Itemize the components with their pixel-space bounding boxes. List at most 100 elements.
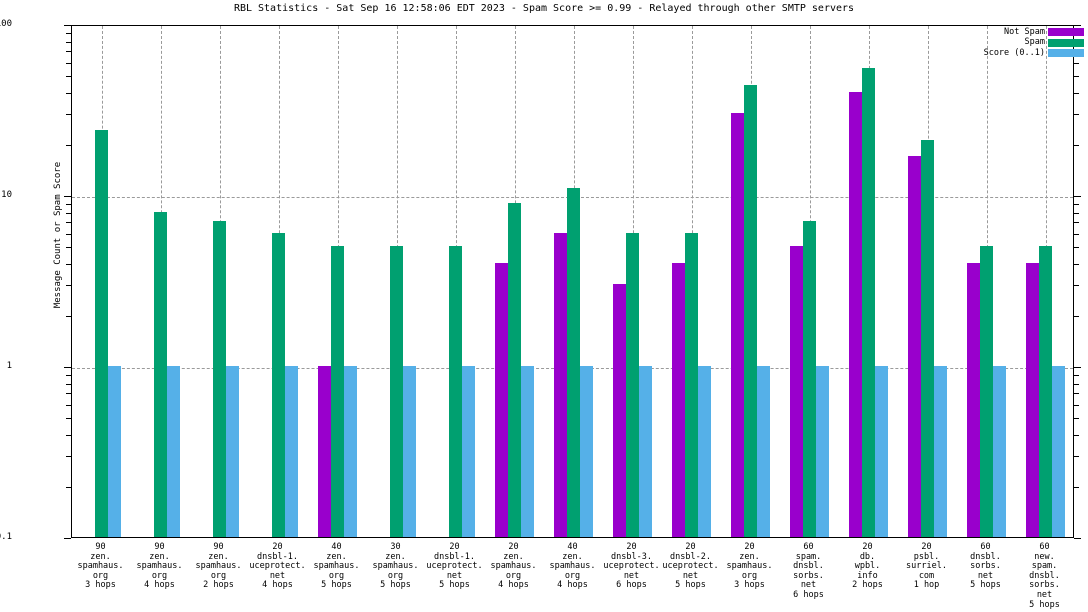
y-axis-tick-mark [1074,367,1081,368]
x-axis-label-line: spamhaus. [372,561,419,572]
x-axis-label-line: zen. [90,551,111,562]
y-axis-title: Message Count or Spam Score [53,161,63,309]
x-axis-label-line: 5 hops [675,580,706,591]
x-axis-label-line: 20 [626,542,637,552]
x-axis-label-line: net [977,570,994,581]
x-axis-label: 20 db. wpbl. info 2 hops [823,542,913,591]
x-axis-label-line: spamhaus. [77,561,124,572]
y-axis-tick-label: 0.1 [0,532,12,542]
y-axis-minor-tick [1074,247,1079,249]
y-axis-minor-tick [66,32,71,34]
bar [980,246,993,537]
y-axis-minor-tick [66,76,71,78]
y-axis-minor-tick [66,435,71,437]
y-axis-minor-tick [66,41,71,43]
y-axis-minor-tick [1074,222,1079,224]
legend-swatch [1048,28,1084,36]
x-axis-label-line: 5 hops [321,580,352,591]
bar [390,246,403,537]
x-axis-label-line: dnsbl-1. [257,551,298,562]
legend-label: Score (0..1) [983,47,1045,58]
x-axis-label-line: 4 hops [557,580,588,591]
x-axis-label-line: 5 hops [1029,599,1060,610]
x-axis-label-line: zen. [208,551,229,562]
x-axis-label: 20 dnsbl-3. uceprotect. net 6 hops [587,542,677,591]
x-axis-label-line: 60 [1039,542,1050,552]
y-axis-minor-tick [1074,418,1079,420]
y-axis-tick-mark [64,25,71,26]
x-axis-label-line: 20 [685,542,696,552]
legend-swatch [1048,38,1084,47]
x-axis-label: 20 zen. spamhaus. org 3 hops [705,542,795,591]
x-axis-label-line: uceprotect. [603,561,660,572]
y-axis-minor-tick [1074,233,1079,235]
legend-label: Not Spam [1004,26,1045,37]
bar [698,366,711,537]
x-axis-label-line: 40 [567,542,578,552]
y-axis-tick-mark [64,367,71,368]
x-axis-label-line: zen. [739,551,760,562]
x-axis-label-line: dnsbl. [1029,570,1060,581]
x-axis-label-line: 90 [95,542,106,552]
y-axis-minor-tick [66,315,71,317]
y-axis-tick-mark [1074,25,1081,26]
x-axis-label-line: info [857,570,878,581]
y-axis-minor-tick [66,233,71,235]
x-axis-label-line: net [623,570,640,581]
y-axis-minor-tick [66,62,71,64]
y-axis-minor-tick [1074,114,1079,116]
bar [318,366,331,537]
y-axis-minor-tick [1074,456,1079,458]
legend-entry: Spam [984,37,1084,48]
x-axis-label-line: uceprotect. [662,561,719,572]
x-axis-label: 60 new. spam. dnsbl. sorbs. net 5 hops [1000,542,1088,610]
x-axis-label-line: zen. [562,551,583,562]
x-axis-label-line: dnsbl-2. [670,551,711,562]
y-axis-tick-label: 100 [0,19,12,29]
x-axis-label-line: 5 hops [970,580,1001,591]
bar [331,246,344,537]
y-axis-tick-mark [1074,196,1081,197]
y-axis-minor-tick [66,456,71,458]
y-axis-minor-tick [66,212,71,214]
bar [790,246,803,537]
x-axis-label-line: spamhaus. [195,561,242,572]
y-axis-minor-tick [1074,76,1079,78]
x-axis-label-line: 4 hops [144,580,175,591]
bar [167,366,180,537]
chart-legend: Not Spam Spam Score (0..1) [984,27,1084,59]
x-axis-label-line: 20 [508,542,519,552]
x-axis-label-line: spamhaus. [313,561,360,572]
x-axis-label-line: 4 hops [498,580,529,591]
bar [908,156,921,537]
x-axis-label-line: org [328,570,345,581]
bar [816,366,829,537]
bar [521,366,534,537]
x-axis-label: 60 dnsbl. sorbs. net 5 hops [941,542,1031,591]
y-axis-minor-tick [66,222,71,224]
y-axis-minor-tick [1074,144,1079,146]
x-axis-label: 30 zen. spamhaus. org 5 hops [351,542,441,591]
y-axis-minor-tick [66,374,71,376]
x-axis-label-line: 20 [449,542,460,552]
y-axis-minor-tick [66,383,71,385]
x-axis-label: 40 zen. spamhaus. org 5 hops [292,542,382,591]
bar [803,221,816,537]
bar [672,263,685,537]
y-axis-minor-tick [1074,264,1079,266]
x-axis-label: 60 spam. dnsbl. sorbs. net 6 hops [764,542,854,601]
y-axis-minor-tick [66,51,71,53]
x-axis-label: 90 zen. spamhaus. org 4 hops [115,542,205,591]
x-axis-label-line: net [269,570,286,581]
bar [934,366,947,537]
y-axis-minor-tick [1074,203,1079,205]
x-axis-label-line: psbl. [913,551,940,562]
x-axis-label-line: org [564,570,581,581]
y-axis-minor-tick [1074,486,1079,488]
x-axis-label-line: surriel. [906,561,947,572]
bar [1039,246,1052,537]
x-axis-label-line: 1 hop [913,580,940,591]
bar [921,140,934,537]
x-axis-label-line: dnsbl-1. [434,551,475,562]
